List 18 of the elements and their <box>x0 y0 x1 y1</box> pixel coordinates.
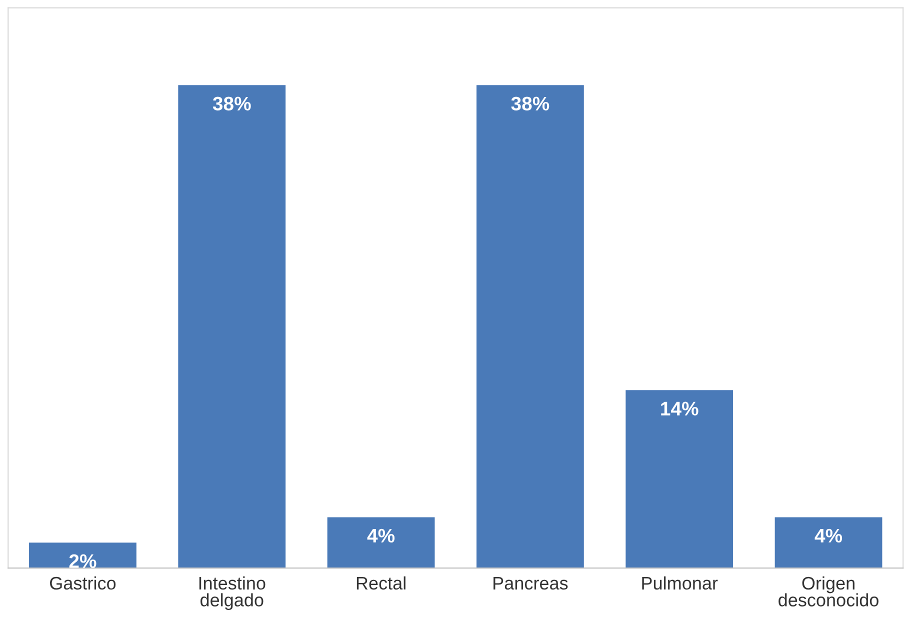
bar <box>626 390 734 568</box>
x-tick-label: Pulmonar <box>642 576 718 590</box>
data-label: 4% <box>367 528 395 543</box>
bar <box>327 517 435 568</box>
bar <box>29 542 136 568</box>
data-label: 38% <box>511 96 550 111</box>
bar <box>476 85 584 568</box>
bar <box>774 517 882 568</box>
x-tick-label: Intestino delgado <box>199 576 266 610</box>
data-label: 2% <box>69 554 96 568</box>
data-label: 38% <box>212 96 251 111</box>
x-tick-label: Gastrico <box>50 576 116 590</box>
data-label: 14% <box>661 402 698 416</box>
bar <box>178 85 286 568</box>
x-tick-label: Rectal <box>356 576 406 590</box>
x-tick-label: Origen desconocido <box>778 576 878 606</box>
data-label: 4% <box>814 528 842 543</box>
x-tick-label: Pancreas <box>494 577 568 590</box>
